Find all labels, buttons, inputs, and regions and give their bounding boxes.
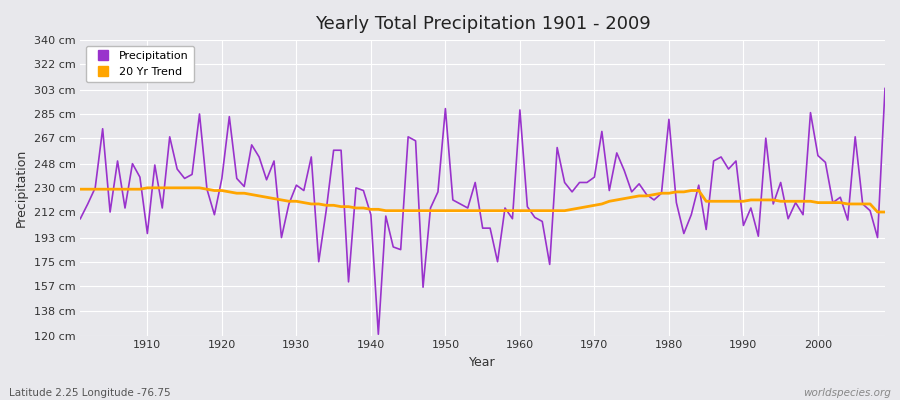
Legend: Precipitation, 20 Yr Trend: Precipitation, 20 Yr Trend bbox=[86, 46, 194, 82]
Text: worldspecies.org: worldspecies.org bbox=[803, 388, 891, 398]
Text: Latitude 2.25 Longitude -76.75: Latitude 2.25 Longitude -76.75 bbox=[9, 388, 171, 398]
Title: Yearly Total Precipitation 1901 - 2009: Yearly Total Precipitation 1901 - 2009 bbox=[315, 15, 651, 33]
Y-axis label: Precipitation: Precipitation bbox=[15, 149, 28, 227]
X-axis label: Year: Year bbox=[469, 356, 496, 369]
